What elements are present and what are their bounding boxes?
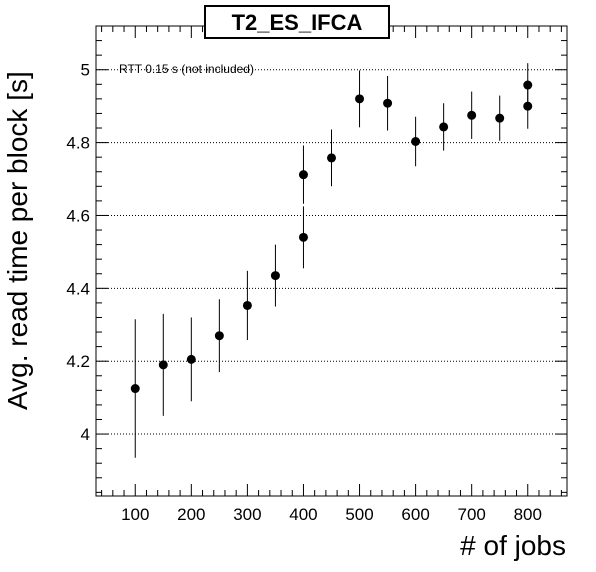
x-tick-label: 500 <box>345 505 373 524</box>
y-tick-label: 4 <box>81 425 90 444</box>
grid <box>96 69 567 435</box>
y-tick-label: 4.6 <box>66 206 90 225</box>
x-axis-label: # of jobs <box>460 530 566 561</box>
data-point <box>523 80 533 90</box>
x-tick-label: 700 <box>457 505 485 524</box>
data-point <box>130 384 140 394</box>
y-tick-label: 4.4 <box>66 279 90 298</box>
data-point <box>327 153 336 163</box>
data-point <box>242 300 252 310</box>
data-points <box>130 63 533 458</box>
data-point <box>495 113 505 123</box>
rtt-annotation: RTT 0.15 s (not included) <box>119 62 254 76</box>
x-tick-label: 100 <box>121 505 149 524</box>
data-point <box>186 354 196 364</box>
title-box <box>204 5 390 39</box>
x-tick-label: 300 <box>233 505 261 524</box>
data-point <box>467 110 477 120</box>
data-point <box>355 94 365 104</box>
data-point <box>298 170 308 180</box>
axis-ticks <box>96 25 567 496</box>
data-point <box>214 331 224 341</box>
tick-labels: 100 200 300 400 500 600 700 800 4 4.2 4.4 4.6 4.8 5 <box>66 61 542 524</box>
y-tick-label: 4.8 <box>66 134 90 153</box>
x-tick-label: 400 <box>289 505 317 524</box>
chart-title: T2_ES_IFCA <box>232 10 363 35</box>
y-tick-label: 5 <box>81 61 90 80</box>
x-tick-label: 200 <box>177 505 205 524</box>
y-axis-label: Avg. read time per block [s] <box>2 71 33 410</box>
data-point <box>383 98 393 108</box>
data-point <box>298 232 308 242</box>
y-tick-label: 4.2 <box>66 352 90 371</box>
data-point <box>158 360 168 370</box>
x-tick-label: 600 <box>401 505 429 524</box>
data-point <box>439 122 449 132</box>
data-point <box>270 271 280 281</box>
x-tick-label: 800 <box>514 505 542 524</box>
data-point <box>411 136 421 146</box>
